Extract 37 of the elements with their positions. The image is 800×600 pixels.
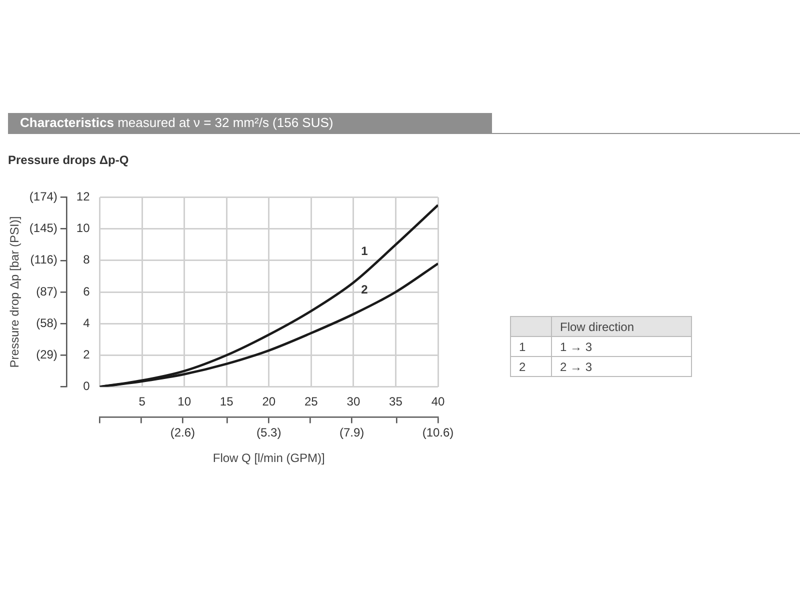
series-label: 2 [361,282,368,296]
y-tick-label: 6 [83,284,90,298]
x2-tick-label: (7.9) [340,426,364,440]
x2-tick-label: (10.6) [422,426,454,440]
y2-tick-label: (58) [36,316,58,330]
x-tick-label: 30 [346,394,360,408]
y-tick-label: 12 [76,190,90,204]
x-tick-label: 5 [138,394,146,408]
y-tick-label: 2 [83,348,90,362]
y-tick-label: 10 [76,221,90,236]
x-tick-label: 20 [262,394,276,408]
y2-tick-label: (116) [30,252,58,267]
chart-title: Characteristics [20,115,114,130]
x-tick-label: 10 [178,394,192,408]
x-axis-title: Flow Q [l/min (GPM)] [212,451,325,466]
x-tick-label: 40 [431,394,445,408]
y-tick-label: 8 [83,252,90,267]
x-tick-label: 25 [304,394,318,408]
text: 1 → 3 [552,336,692,356]
text: 1 [510,336,552,356]
y2-tick-label: (145) [29,221,58,236]
y2-axis-title: Pressure drop Δp [bar (PSI)] [8,216,22,368]
y2-tick-label: (174) [29,190,58,204]
x-tick-label: 15 [220,394,234,408]
x2-tick-label: (5.3) [256,426,282,440]
text: 2 [510,356,552,376]
y-tick-label: 0 [83,379,90,394]
x-tick-label: 35 [389,394,403,408]
text: Pressure drops Δp-Q [8,153,129,167]
series-label: 1 [361,244,368,258]
chart-subtitle: measured at ν = 32 mm²/s (156 SUS) [118,115,334,130]
x2-tick-label: (2.6) [170,426,196,440]
y-tick-label: 4 [83,316,90,330]
y2-tick-label: (87) [36,284,58,298]
text: 2 → 3 [552,356,692,376]
y2-tick-label: (29) [36,348,58,362]
text: Flow direction [552,316,692,336]
